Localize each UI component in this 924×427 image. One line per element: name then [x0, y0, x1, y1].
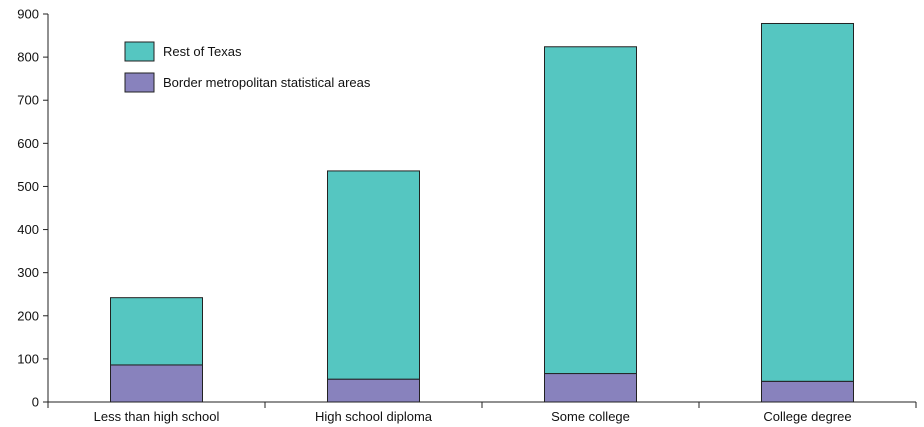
bar-segment-border-msa: [761, 380, 854, 403]
y-tick-label: 100: [17, 351, 39, 366]
legend-label: Rest of Texas: [163, 44, 242, 59]
y-tick-label: 400: [17, 222, 39, 237]
x-tick-label: Some college: [551, 409, 630, 424]
x-tick-label: Less than high school: [94, 409, 220, 424]
bar-segment-rest-of-texas: [110, 297, 203, 366]
bar-segment-border-msa: [544, 373, 637, 403]
y-tick-label: 900: [17, 7, 39, 22]
y-tick-label: 0: [32, 395, 39, 410]
legend-swatch: [124, 41, 155, 62]
bar-segment-rest-of-texas: [327, 170, 420, 380]
legend-swatch: [124, 72, 155, 93]
bar-segment-rest-of-texas: [761, 22, 854, 382]
y-tick-label: 300: [17, 265, 39, 280]
bar-segment-border-msa: [110, 364, 203, 403]
y-tick-label: 200: [17, 308, 39, 323]
bar-segment-border-msa: [327, 378, 420, 403]
legend-label: Border metropolitan statistical areas: [163, 75, 371, 90]
x-axis: Less than high school High school diploma…: [47, 401, 917, 424]
bars: [110, 22, 854, 403]
bar-segment-rest-of-texas: [544, 46, 637, 375]
x-tick-label: High school diploma: [315, 409, 433, 424]
x-tick-label: College degree: [763, 409, 851, 424]
legend: Rest of Texas Border metropolitan statist…: [124, 41, 371, 93]
y-tick-label: 600: [17, 136, 39, 151]
y-axis: 0 100 200 300 400 500 600 700 800 900: [17, 7, 49, 410]
y-tick-label: 700: [17, 93, 39, 108]
y-tick-label: 500: [17, 179, 39, 194]
y-tick-label: 800: [17, 50, 39, 65]
